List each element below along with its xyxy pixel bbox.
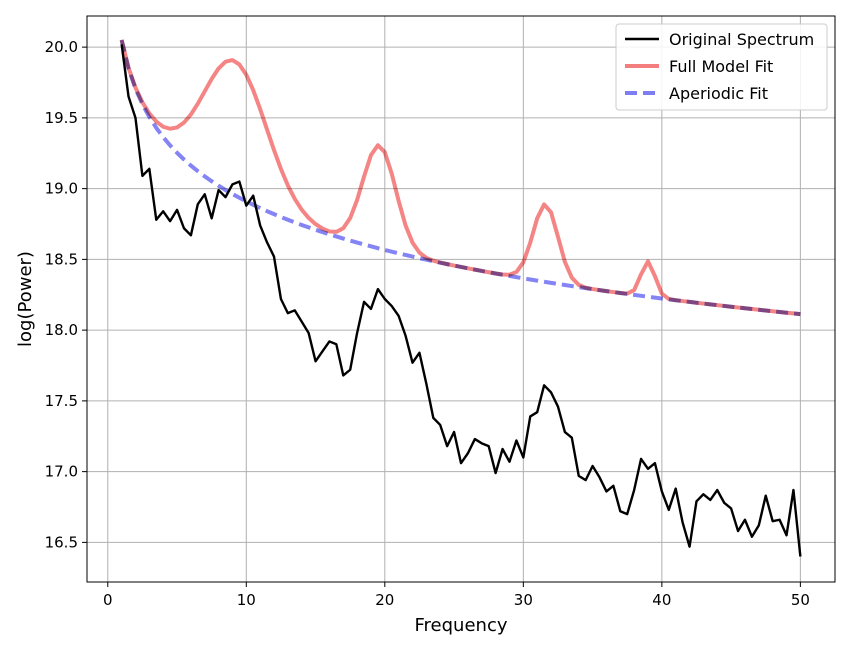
legend-box	[615, 23, 828, 111]
y-tick-label: 20.0	[45, 38, 78, 56]
y-tick-label: 19.0	[45, 180, 78, 198]
plot-frame	[86, 15, 836, 583]
x-tick-label: 0	[103, 591, 113, 609]
y-tick-label: 18.0	[45, 321, 78, 339]
y-tick-label: 17.0	[45, 463, 78, 481]
y-tick-label: 18.5	[45, 250, 78, 268]
series-layer	[119, 39, 802, 557]
x-axis-label: Frequency	[415, 615, 508, 636]
x-tick-label: 20	[375, 591, 394, 609]
ticks: 0 10 20 30 40 50 16.5 17.0 17.5 18.0 18.5 19.0 19.5 2…	[45, 38, 810, 609]
series-line-aperiodic-fit	[119, 39, 801, 317]
legend: Original Spectrum Full Model Fit Aperiodic…	[615, 23, 828, 111]
legend-label-full-model-fit: Full Model Fit	[669, 57, 773, 76]
y-tick-label: 16.5	[45, 533, 78, 551]
x-tick-label: 40	[652, 591, 671, 609]
x-tick-label: 10	[237, 591, 256, 609]
series-line-original-spectrum	[120, 44, 802, 557]
legend-label-original-spectrum: Original Spectrum	[669, 30, 814, 49]
x-tick-label: 30	[514, 591, 533, 609]
y-tick-label: 19.5	[45, 109, 78, 127]
y-axis-label: log(Power)	[15, 251, 36, 347]
y-tick-label: 17.5	[45, 392, 78, 410]
x-tick-label: 50	[791, 591, 810, 609]
legend-label-aperiodic-fit: Aperiodic Fit	[669, 84, 768, 103]
